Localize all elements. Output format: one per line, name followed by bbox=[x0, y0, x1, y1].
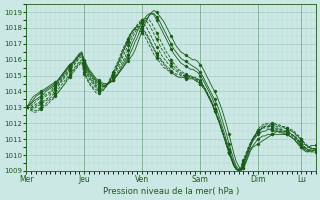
X-axis label: Pression niveau de la mer( hPa ): Pression niveau de la mer( hPa ) bbox=[103, 187, 239, 196]
